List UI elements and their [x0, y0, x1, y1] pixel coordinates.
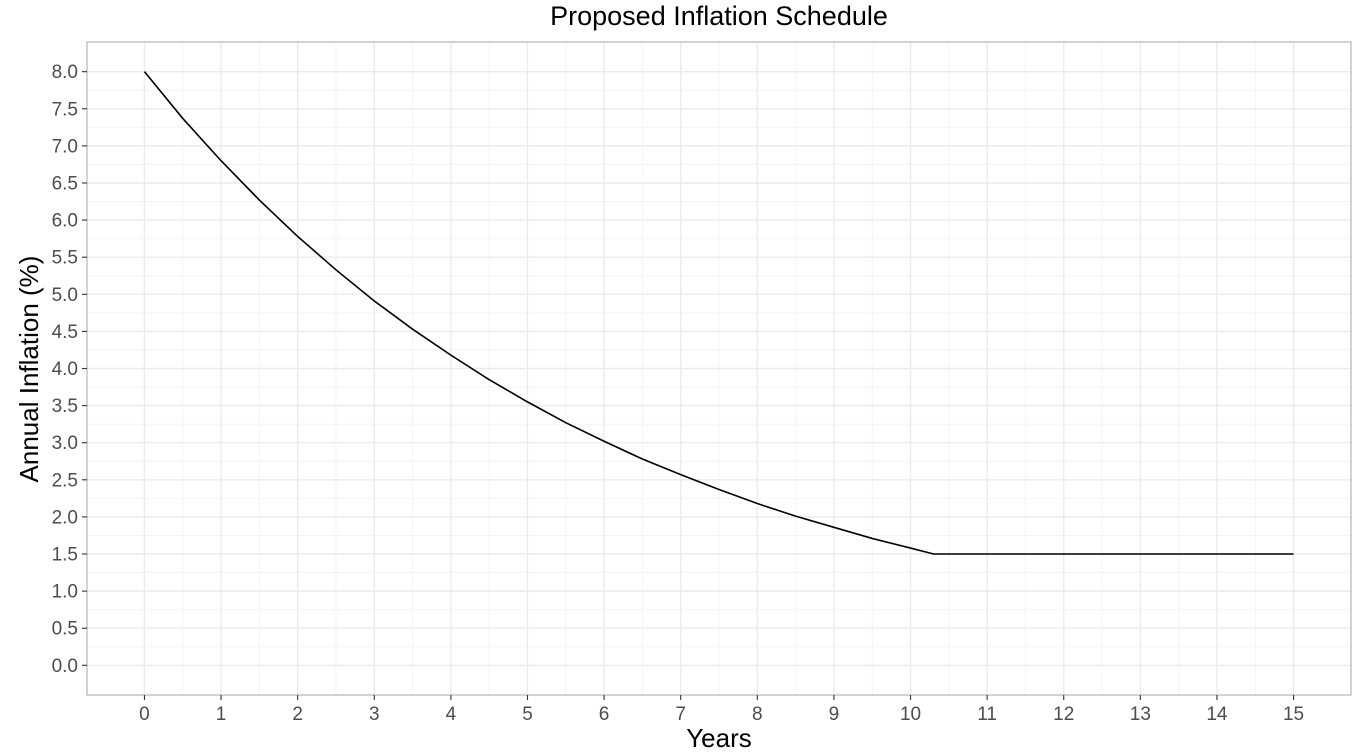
x-tick-label: 14	[1206, 704, 1228, 725]
y-tick-label: 4.0	[52, 359, 78, 380]
x-tick-label: 6	[599, 704, 610, 725]
x-tick-label: 3	[369, 704, 380, 725]
x-axis-title: Years	[686, 723, 752, 753]
y-tick-label: 7.5	[52, 99, 78, 120]
y-tick-label: 0.5	[52, 619, 78, 640]
y-tick-label: 0.0	[52, 656, 78, 677]
x-tick-label: 4	[446, 704, 457, 725]
x-tick-label: 9	[829, 704, 840, 725]
y-tick-label: 1.5	[52, 545, 78, 566]
y-tick-label: 7.0	[52, 136, 78, 157]
y-tick-label: 5.0	[52, 285, 78, 306]
x-tick-label: 8	[752, 704, 763, 725]
x-tick-label: 15	[1283, 704, 1304, 725]
x-tick-label: 10	[900, 704, 921, 725]
y-tick-label: 3.5	[52, 396, 78, 417]
y-tick-label: 2.5	[52, 470, 78, 491]
axis-ticks: 0 1 2 3 4 5 6 7 8 9 10 11 12 13 14 150.00.51.01.52.02.5…	[52, 62, 1305, 725]
x-tick-label: 1	[216, 704, 227, 725]
x-tick-label: 12	[1053, 704, 1074, 725]
x-tick-label: 0	[139, 704, 150, 725]
x-tick-label: 2	[292, 704, 303, 725]
x-tick-label: 7	[675, 704, 686, 725]
y-axis-title: Annual Inflation (%)	[14, 256, 44, 483]
series-layer	[143, 71, 1294, 555]
major-gridlines	[87, 42, 1351, 695]
y-tick-label: 2.0	[52, 507, 78, 528]
inflation-series-line	[143, 71, 1294, 555]
x-tick-label: 11	[977, 704, 997, 725]
y-tick-label: 6.0	[52, 211, 78, 232]
y-tick-label: 4.5	[52, 322, 78, 343]
chart-title: Proposed Inflation Schedule	[550, 1, 888, 31]
x-tick-label: 13	[1130, 704, 1151, 725]
y-tick-label: 8.0	[52, 62, 78, 83]
y-tick-label: 1.0	[52, 582, 78, 603]
x-tick-label: 5	[522, 704, 533, 725]
y-tick-label: 3.0	[52, 433, 78, 454]
y-tick-label: 5.5	[52, 248, 78, 269]
y-tick-label: 6.5	[52, 173, 78, 194]
